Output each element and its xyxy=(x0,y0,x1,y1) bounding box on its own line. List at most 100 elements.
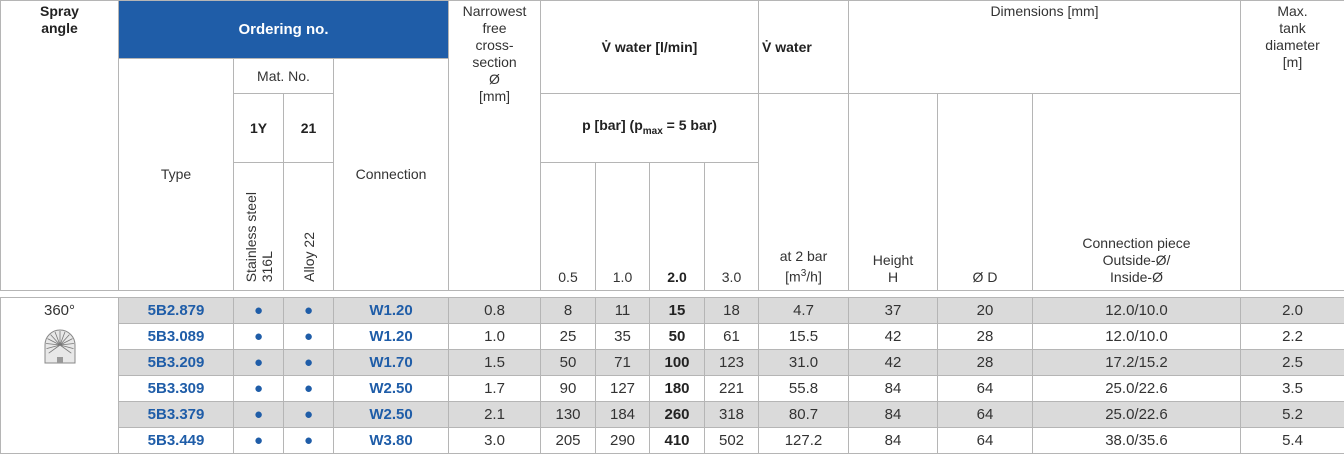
spray-angle: 360° xyxy=(43,302,76,319)
cell-flow: 35 xyxy=(595,323,650,350)
cell-narrowest: 3.0 xyxy=(448,427,541,454)
header-cell: 0.5 xyxy=(540,162,596,291)
cell-piece: 38.0/35.6 xyxy=(1031,427,1242,454)
header-cell: 3.0 xyxy=(704,162,759,291)
cell-flow: 50 xyxy=(649,323,705,350)
header-cell: 1Y xyxy=(233,93,284,163)
header-text: Stainless steel 316L xyxy=(242,191,275,282)
data-row: 5B3.379 ● ● W2.50 2.1 130 184 260 318 80.7 84 64 25.… xyxy=(1,401,1344,428)
header-text: p [bar] (p xyxy=(582,116,643,133)
header-cell: 2.0 xyxy=(649,162,705,291)
icon-ray xyxy=(59,338,73,346)
cell-flow: 11 xyxy=(595,297,650,324)
cell-at2bar: 55.8 xyxy=(758,375,849,402)
icon-ray xyxy=(49,334,60,346)
cell-at2bar: 31.0 xyxy=(758,349,849,376)
header-cell: Mat. No. xyxy=(233,58,334,94)
icon-ray xyxy=(59,334,70,346)
cell-m1y: ● xyxy=(233,427,284,454)
header-cell: Connection xyxy=(333,58,449,291)
cell-connection: W1.20 xyxy=(333,297,449,324)
cell-connection: W2.50 xyxy=(333,401,449,428)
cell-flow: 502 xyxy=(704,427,759,454)
header-cell: Type xyxy=(118,58,234,291)
icon-ray xyxy=(46,338,60,346)
spray-icon xyxy=(44,329,75,364)
header-cell: 1.0 xyxy=(595,162,650,291)
cell-tank: 2.2 xyxy=(1240,323,1344,350)
cell-flow: 127 xyxy=(595,375,650,402)
header-text: Alloy 22 xyxy=(300,232,317,282)
cell-flow: 50 xyxy=(540,349,596,376)
cell-tank: 2.5 xyxy=(1240,349,1344,376)
cell-connection: W1.20 xyxy=(333,323,449,350)
cell-tank: 5.2 xyxy=(1240,401,1344,428)
icon-ray xyxy=(59,343,74,346)
cell-m21: ● xyxy=(283,401,334,428)
cell-height: 42 xyxy=(848,323,938,350)
cell-flow: 260 xyxy=(649,401,705,428)
icon-ray xyxy=(45,344,60,349)
cell-type: 5B3.309 xyxy=(118,375,234,402)
cell-flow: 15 xyxy=(649,297,705,324)
cell-flow: 123 xyxy=(704,349,759,376)
cell-m21: ● xyxy=(283,323,334,350)
cell-height: 42 xyxy=(848,349,938,376)
cell-flow: 180 xyxy=(649,375,705,402)
cell-m21: ● xyxy=(283,375,334,402)
header-cell: Stainless steel 316L xyxy=(233,162,284,291)
cell-at2bar: 4.7 xyxy=(758,297,849,324)
icon-ray xyxy=(45,343,60,346)
cell-flow: 25 xyxy=(540,323,596,350)
cell-flow: 318 xyxy=(704,401,759,428)
data-row: 5B3.449 ● ● W3.80 3.0 205 290 410 502 127.2 84 64 38… xyxy=(1,427,1344,454)
cell-flow: 18 xyxy=(704,297,759,324)
cell-narrowest: 1.7 xyxy=(448,375,541,402)
header-cell: Ordering no. xyxy=(118,0,449,59)
header-cell: V̇ water xyxy=(758,0,849,94)
header-cell: Height H xyxy=(848,93,938,291)
data-row: 5B3.089 ● ● W1.20 1.0 25 35 50 61 15.5 42 28 12.0/10… xyxy=(1,323,1344,350)
cell-flow: 290 xyxy=(595,427,650,454)
cell-d: 64 xyxy=(937,375,1033,402)
cell-at2bar: 80.7 xyxy=(758,401,849,428)
cell-at2bar: 15.5 xyxy=(758,323,849,350)
cell-m21: ● xyxy=(283,349,334,376)
cell-piece: 12.0/10.0 xyxy=(1031,323,1242,350)
cell-d: 28 xyxy=(937,323,1033,350)
cell-height: 37 xyxy=(848,297,938,324)
cell-connection: W1.70 xyxy=(333,349,449,376)
cell-at2bar: 127.2 xyxy=(758,427,849,454)
header-text: 3 xyxy=(800,268,807,280)
icon-ray xyxy=(47,344,60,354)
header-cell: Connection piece Outside-Ø/ Inside-Ø xyxy=(1031,93,1242,291)
cell-m1y: ● xyxy=(233,375,284,402)
header-text: max xyxy=(642,125,663,137)
header-cell: p [bar] (pmax = 5 bar) xyxy=(540,93,759,163)
icon-ray xyxy=(59,331,65,346)
separator xyxy=(0,290,1344,298)
cell-piece: 25.0/22.6 xyxy=(1031,401,1242,428)
table-body: 360° 5B2.879 ● ● W1.20 0.8 8 11 15 18 4.7 37 20 12.0/… xyxy=(0,297,1344,454)
header-cell: V̇ water [l/min] xyxy=(540,0,759,94)
cell-tank: 3.5 xyxy=(1240,375,1344,402)
data-row: 5B3.309 ● ● W2.50 1.7 90 127 180 221 55.8 84 64 25.0… xyxy=(1,375,1344,402)
cell-narrowest: 0.8 xyxy=(448,297,541,324)
icon-ray xyxy=(54,331,60,346)
header-cell: Max. tank diameter [m] xyxy=(1240,0,1344,291)
cell-type: 5B3.449 xyxy=(118,427,234,454)
cell-flow: 130 xyxy=(540,401,596,428)
cell-m21: ● xyxy=(283,297,334,324)
cell-m21: ● xyxy=(283,427,334,454)
cell-flow: 410 xyxy=(649,427,705,454)
header-cell: Dimensions [mm] xyxy=(847,0,1242,94)
cell-tank: 2.0 xyxy=(1240,297,1344,324)
cell-type: 5B3.379 xyxy=(118,401,234,428)
table-header: Spray angle Ordering no. Narrowest free … xyxy=(0,0,1344,298)
icon-ray xyxy=(59,344,72,354)
data-row: 5B3.209 ● ● W1.70 1.5 50 71 100 123 31.0 42 28 17.2/… xyxy=(1,349,1344,376)
cell-m1y: ● xyxy=(233,349,284,376)
cell-flow: 221 xyxy=(704,375,759,402)
cell-flow: 8 xyxy=(540,297,596,324)
